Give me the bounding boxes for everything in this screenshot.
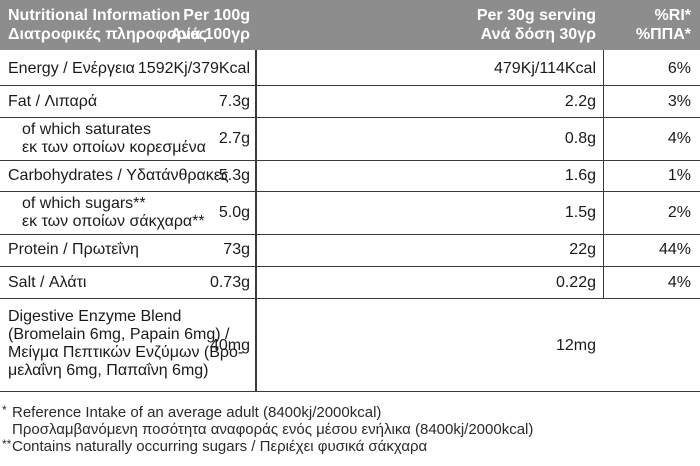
value-per-serving: 1.5g <box>564 204 596 221</box>
table-row-saturates: of which saturates εκ των οποίων κορεσμέ… <box>0 118 700 161</box>
value-per-serving: 22g <box>569 241 596 258</box>
table-row-salt: Salt / Αλάτι 0.73g 0.22g 4% <box>0 267 700 299</box>
value-per-100g: 2.7g <box>218 130 250 147</box>
value-per-serving: 0.8g <box>564 130 596 147</box>
value-per-serving: 12mg <box>555 337 596 354</box>
table-header: Nutritional Information Διατροφικές πληρ… <box>0 0 700 50</box>
column-divider <box>256 50 257 391</box>
footnote-mark: * <box>2 403 7 417</box>
column-divider <box>603 50 604 298</box>
footnote-reference-intake-gr: Προσλαμβανόμενη ποσότητα αναφοράς ενός μ… <box>2 421 533 438</box>
value-per-100g: 5.3g <box>218 167 250 184</box>
nutrient-name-line: Carbohydrates / Υδατάνθρακες <box>8 167 229 184</box>
value-ri-percent: 44% <box>658 241 691 258</box>
value-per-serving: 0.22g <box>555 274 596 291</box>
nutrient-name-line: μελαΐνη 6mg, Παπαΐνη 6mg) <box>8 362 209 379</box>
footnotes: * Reference Intake of an average adult (8… <box>2 403 533 455</box>
nutrient-name: Salt / Αλάτι <box>8 274 86 292</box>
value-per-100g: 7.3g <box>218 93 250 110</box>
nutrient-name-line: Salt / Αλάτι <box>8 274 87 291</box>
nutrient-name-line: of which saturates <box>22 121 151 138</box>
value-per-serving: 2.2g <box>564 93 596 110</box>
value-ri-percent: 4% <box>667 274 691 291</box>
value-per-100g: 5.0g <box>218 204 250 221</box>
footnote-reference-intake: * Reference Intake of an average adult (8… <box>2 403 533 421</box>
value-ri-percent: 4% <box>667 130 691 147</box>
table-row-sugars: of which sugars** εκ των οποίων σάκχαρα*… <box>0 192 700 235</box>
table-row-energy: Energy / Ενέργεια 1592Kj/379Kcal 479Kj/1… <box>0 50 700 86</box>
nutrient-name-line: Protein / Πρωτεΐνη <box>8 241 139 258</box>
header-per-serving-gr: Ανά δόση 30γρ <box>480 26 596 43</box>
footnote-text: Reference Intake of an average adult (84… <box>12 404 382 421</box>
nutrient-name-line: Digestive Enzyme Blend <box>8 308 182 325</box>
value-per-serving: 479Kj/114Kcal <box>494 60 596 77</box>
nutrient-name-line: Μείγμα Πεπτικών Ενζύμων (Βρο- <box>8 344 244 361</box>
header-label-en: Nutritional Information <box>8 7 181 24</box>
nutrient-name: of which sugars** εκ των οποίων σάκχαρα*… <box>22 195 205 231</box>
header-per-100g-en: Per 100g <box>183 7 250 24</box>
value-per-serving: 1.6g <box>564 167 596 184</box>
header-label-gr: Διατροφικές πληροφορίες <box>8 26 207 43</box>
nutrient-name-line: Fat / Λιπαρά <box>8 93 98 110</box>
footnote-mark: ** <box>2 437 12 451</box>
nutrient-name-line: Energy / Ενέργεια <box>8 60 135 77</box>
nutrient-name-line: εκ των οποίων κορεσμένα <box>22 139 206 156</box>
header-per-100g-column: Per 100g Ανά 100γρ <box>170 6 250 44</box>
value-per-100g: 1592Kj/379Kcal <box>137 60 250 77</box>
nutrient-name-line: (Bromelain 6mg, Papain 6mg) / <box>8 326 230 343</box>
nutrient-name: Fat / Λιπαρά <box>8 93 97 111</box>
value-ri-percent: 1% <box>667 167 691 184</box>
footnote-text: Contains naturally occurring sugars / Πε… <box>12 438 428 455</box>
header-ri-column: %RI* %ΠΠΑ* <box>636 6 691 44</box>
header-per-100g-gr: Ανά 100γρ <box>170 26 250 43</box>
header-nutrient-column: Nutritional Information Διατροφικές πληρ… <box>8 6 207 44</box>
nutrient-name: of which saturates εκ των οποίων κορεσμέ… <box>22 121 206 157</box>
nutrient-name: Carbohydrates / Υδατάνθρακες <box>8 167 229 185</box>
value-ri-percent: 2% <box>667 204 691 221</box>
value-per-100g: 73g <box>223 241 250 258</box>
header-per-serving-column: Per 30g serving Ανά δόση 30γρ <box>477 6 596 44</box>
table-row-protein: Protein / Πρωτεΐνη 73g 22g 44% <box>0 235 700 267</box>
table-row-carbohydrates: Carbohydrates / Υδατάνθρακες 5.3g 1.6g 1… <box>0 161 700 192</box>
value-per-100g: 40mg <box>209 337 250 354</box>
table-row-digestive-enzyme-blend: Digestive Enzyme Blend (Bromelain 6mg, P… <box>0 299 700 392</box>
header-ri-gr: %ΠΠΑ* <box>635 26 691 43</box>
column-divider <box>255 50 256 391</box>
nutrient-name-line: εκ των οποίων σάκχαρα** <box>22 213 205 230</box>
footnote-text: Προσλαμβανόμενη ποσότητα αναφοράς ενός μ… <box>12 421 534 438</box>
nutrient-name: Protein / Πρωτεΐνη <box>8 241 139 259</box>
header-ri-en: %RI* <box>654 7 691 24</box>
header-per-serving-en: Per 30g serving <box>476 7 596 24</box>
value-ri-percent: 3% <box>667 93 691 110</box>
footnote-natural-sugars: ** Contains naturally occurring sugars / … <box>2 437 533 455</box>
value-per-100g: 0.73g <box>209 274 250 291</box>
nutrient-name-line: of which sugars** <box>22 195 146 212</box>
nutrient-name: Digestive Enzyme Blend (Bromelain 6mg, P… <box>8 308 243 380</box>
nutrient-name: Energy / Ενέργεια <box>8 60 135 78</box>
value-ri-percent: 6% <box>667 60 691 77</box>
table-row-fat: Fat / Λιπαρά 7.3g 2.2g 3% <box>0 86 700 118</box>
